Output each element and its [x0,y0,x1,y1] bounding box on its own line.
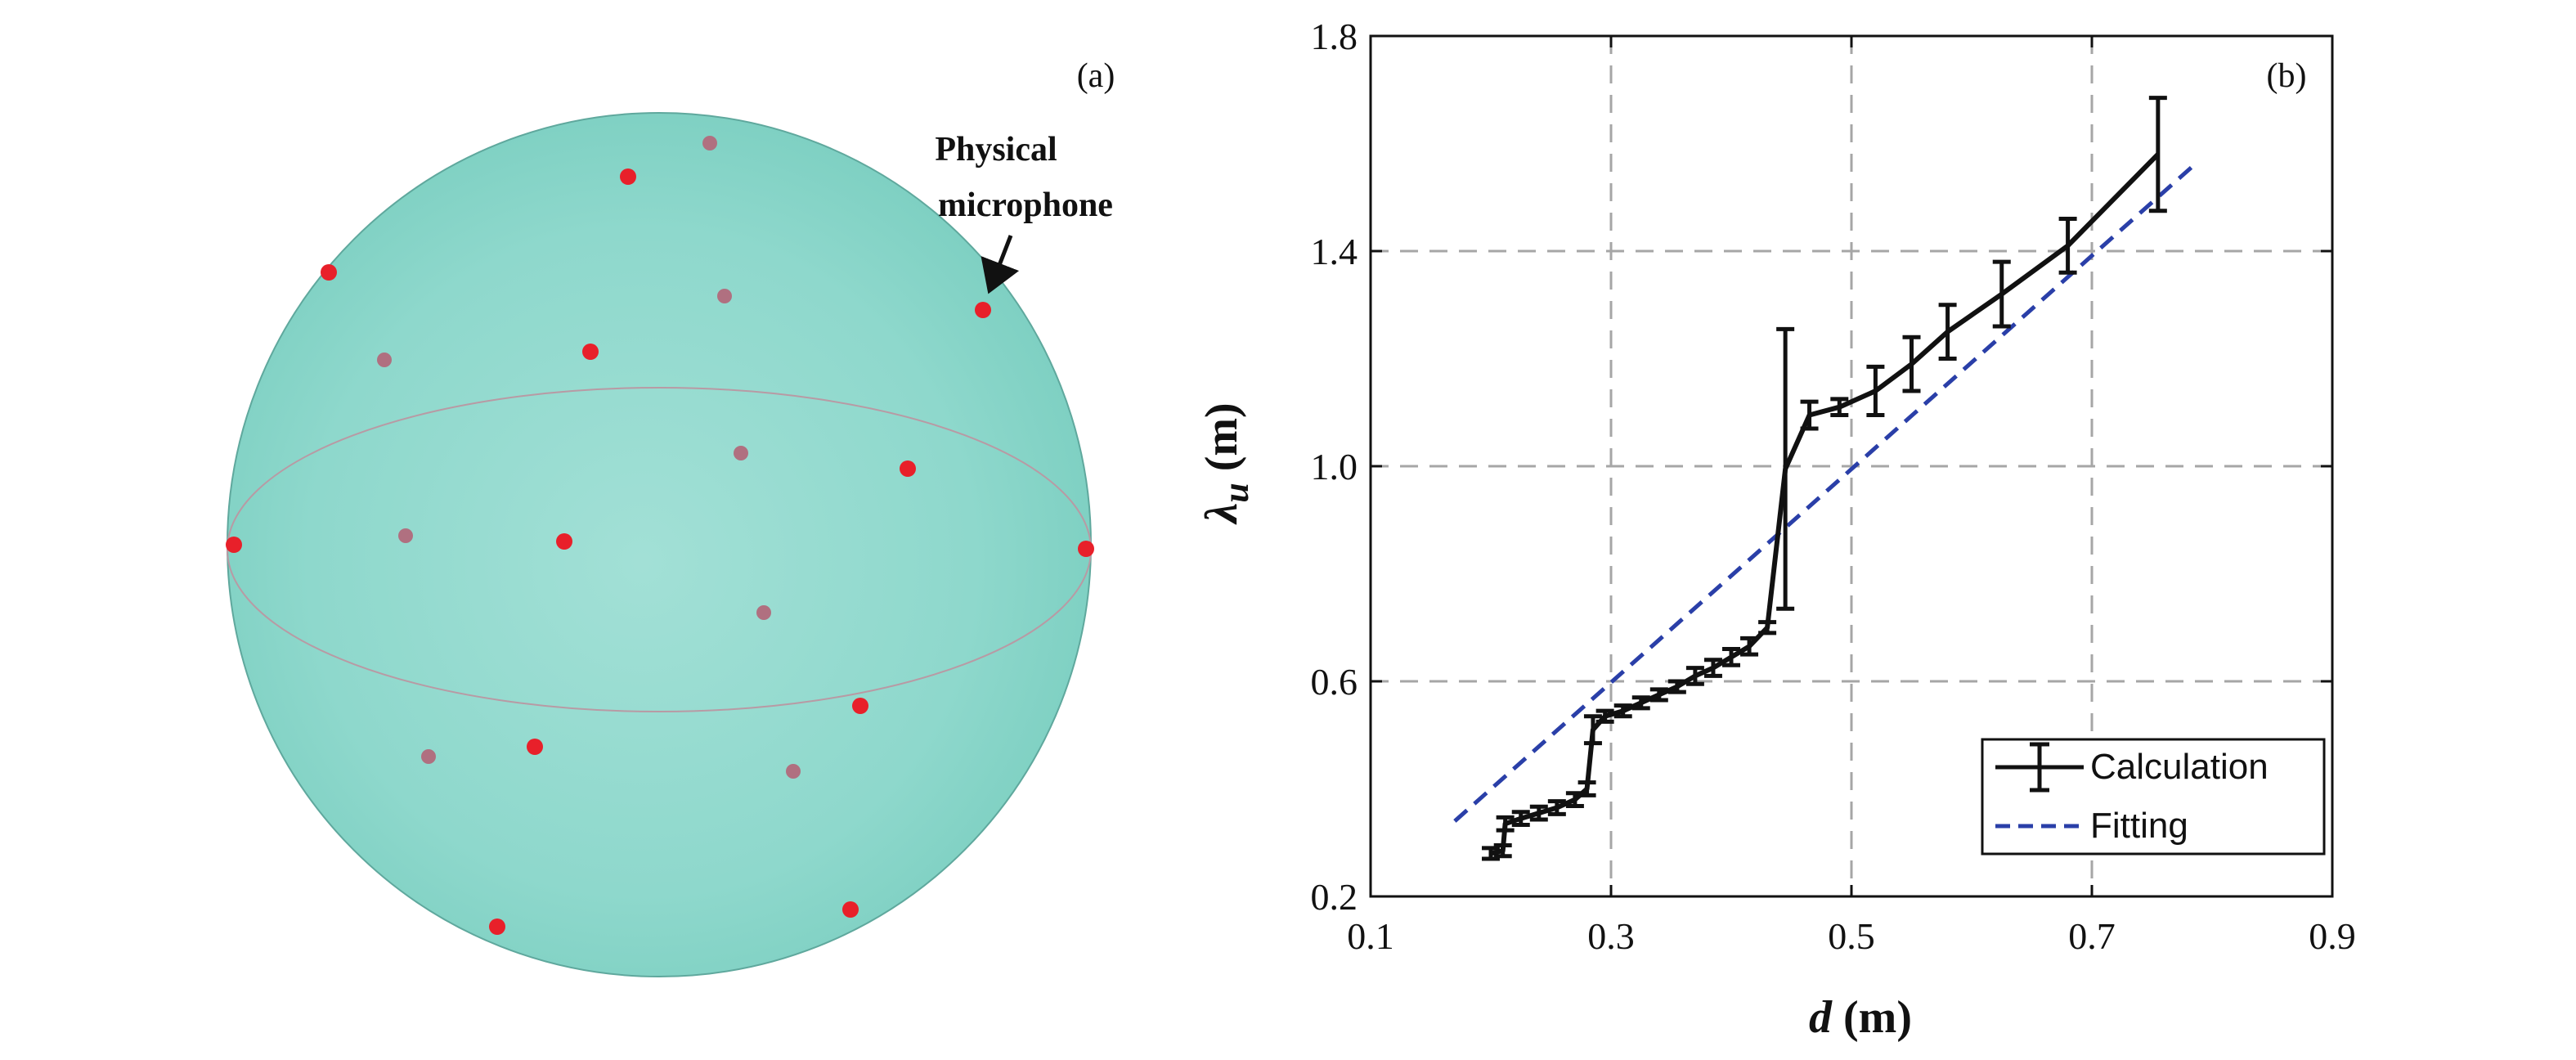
y-tick-label: 0.6 [1311,661,1358,703]
x-axis-label: d (m) [1809,992,1912,1043]
errorbar [1613,703,1632,719]
y-tick-label: 1.8 [1311,16,1358,57]
y-tick-label: 1.4 [1311,231,1358,272]
front-mic-dot [582,344,599,360]
front-mic-dot [975,302,991,318]
panel-a: (a) Physical microphone [226,57,1115,977]
errorbar [1740,636,1759,657]
errorbar [2058,217,2077,275]
errorbar [1902,335,1921,393]
panel-a-label: (a) [1077,57,1115,95]
front-mic-dot [852,698,868,714]
errorbar [1776,326,1795,611]
x-tick-labels: 0.1 0.3 0.5 0.7 0.9 [1347,915,2356,957]
series-calculation [1482,96,2167,861]
tick-marks [1369,34,2334,898]
annotation-arrow [981,235,1020,294]
y-axis-var: λ [1196,503,1247,525]
x-tick-label: 0.7 [2068,915,2116,957]
errorbar [1547,799,1566,816]
back-mic-dot [786,764,801,779]
errorbar [1703,658,1722,678]
errorbar [1493,843,1512,859]
errorbar [1482,846,1500,861]
errorbar [1631,695,1650,711]
errorbar [1565,791,1584,809]
errorbar [1758,620,1777,636]
fitting-line [1453,163,2196,823]
front-mic-dot [527,739,543,755]
errorbar [1649,687,1668,703]
errorbar [1667,679,1686,694]
errorbar [1511,810,1530,828]
y-axis-label: λu (m) [1196,402,1256,524]
front-mic-dot [321,264,337,281]
errorbar [2148,96,2167,213]
annotation-physical: Physical [935,131,1057,168]
errorbar [1685,666,1704,686]
series-fitting [1453,163,2196,823]
back-mic-dot [756,605,771,620]
errorbar [1529,804,1548,822]
sphere [227,112,1092,977]
back-mic-dot [421,749,436,764]
front-mic-dot [489,919,505,935]
errorbar [1722,647,1740,667]
front-mic-dot [842,901,859,918]
x-axis-unit: (m) [1832,992,1912,1043]
errorbar [1800,399,1819,431]
front-microphones [226,168,1094,935]
front-mic-dot [900,460,916,477]
y-tick-label: 1.0 [1311,446,1358,487]
errorbar [1866,364,1885,418]
panel-b-label: (b) [2267,57,2307,95]
errorbar [1830,397,1849,418]
legend-fit-label: Fitting [2090,806,2188,846]
back-mic-dot [398,528,413,543]
y-axis-unit: (m) [1196,402,1247,483]
legend-calc-label: Calculation [2090,747,2269,787]
front-mic-dot [1078,541,1094,557]
errorbar [1496,815,1515,833]
front-mic-dot [556,533,572,550]
annotation-microphone: microphone [938,186,1113,224]
back-mic-dot [377,353,392,367]
panel-b: 0.1 0.3 0.5 0.7 0.9 0.2 0.6 1.0 1.4 1.8 (b) d (m… [1196,16,2356,1043]
back-mic-dot [702,136,717,150]
x-tick-label: 0.1 [1347,915,1394,957]
x-tick-label: 0.3 [1587,915,1635,957]
y-axis-sub: u [1216,483,1256,502]
back-mic-dot [734,446,748,460]
back-microphones [377,136,801,779]
front-mic-dot [226,537,242,553]
x-tick-label: 0.5 [1828,915,1875,957]
errorbar [1583,714,1602,746]
y-tick-label: 0.2 [1311,876,1358,918]
y-tick-labels: 0.2 0.6 1.0 1.4 1.8 [1311,16,1358,918]
front-mic-dot [620,168,636,185]
errorbar [1595,708,1614,724]
back-mic-dot [717,289,732,303]
legend: Calculation Fitting [1981,738,2326,856]
x-tick-label: 0.9 [2309,915,2356,957]
errorbar [1577,780,1596,797]
errorbar [1938,303,1957,361]
x-axis-var: d [1809,992,1833,1043]
errorbar [1992,259,2011,329]
